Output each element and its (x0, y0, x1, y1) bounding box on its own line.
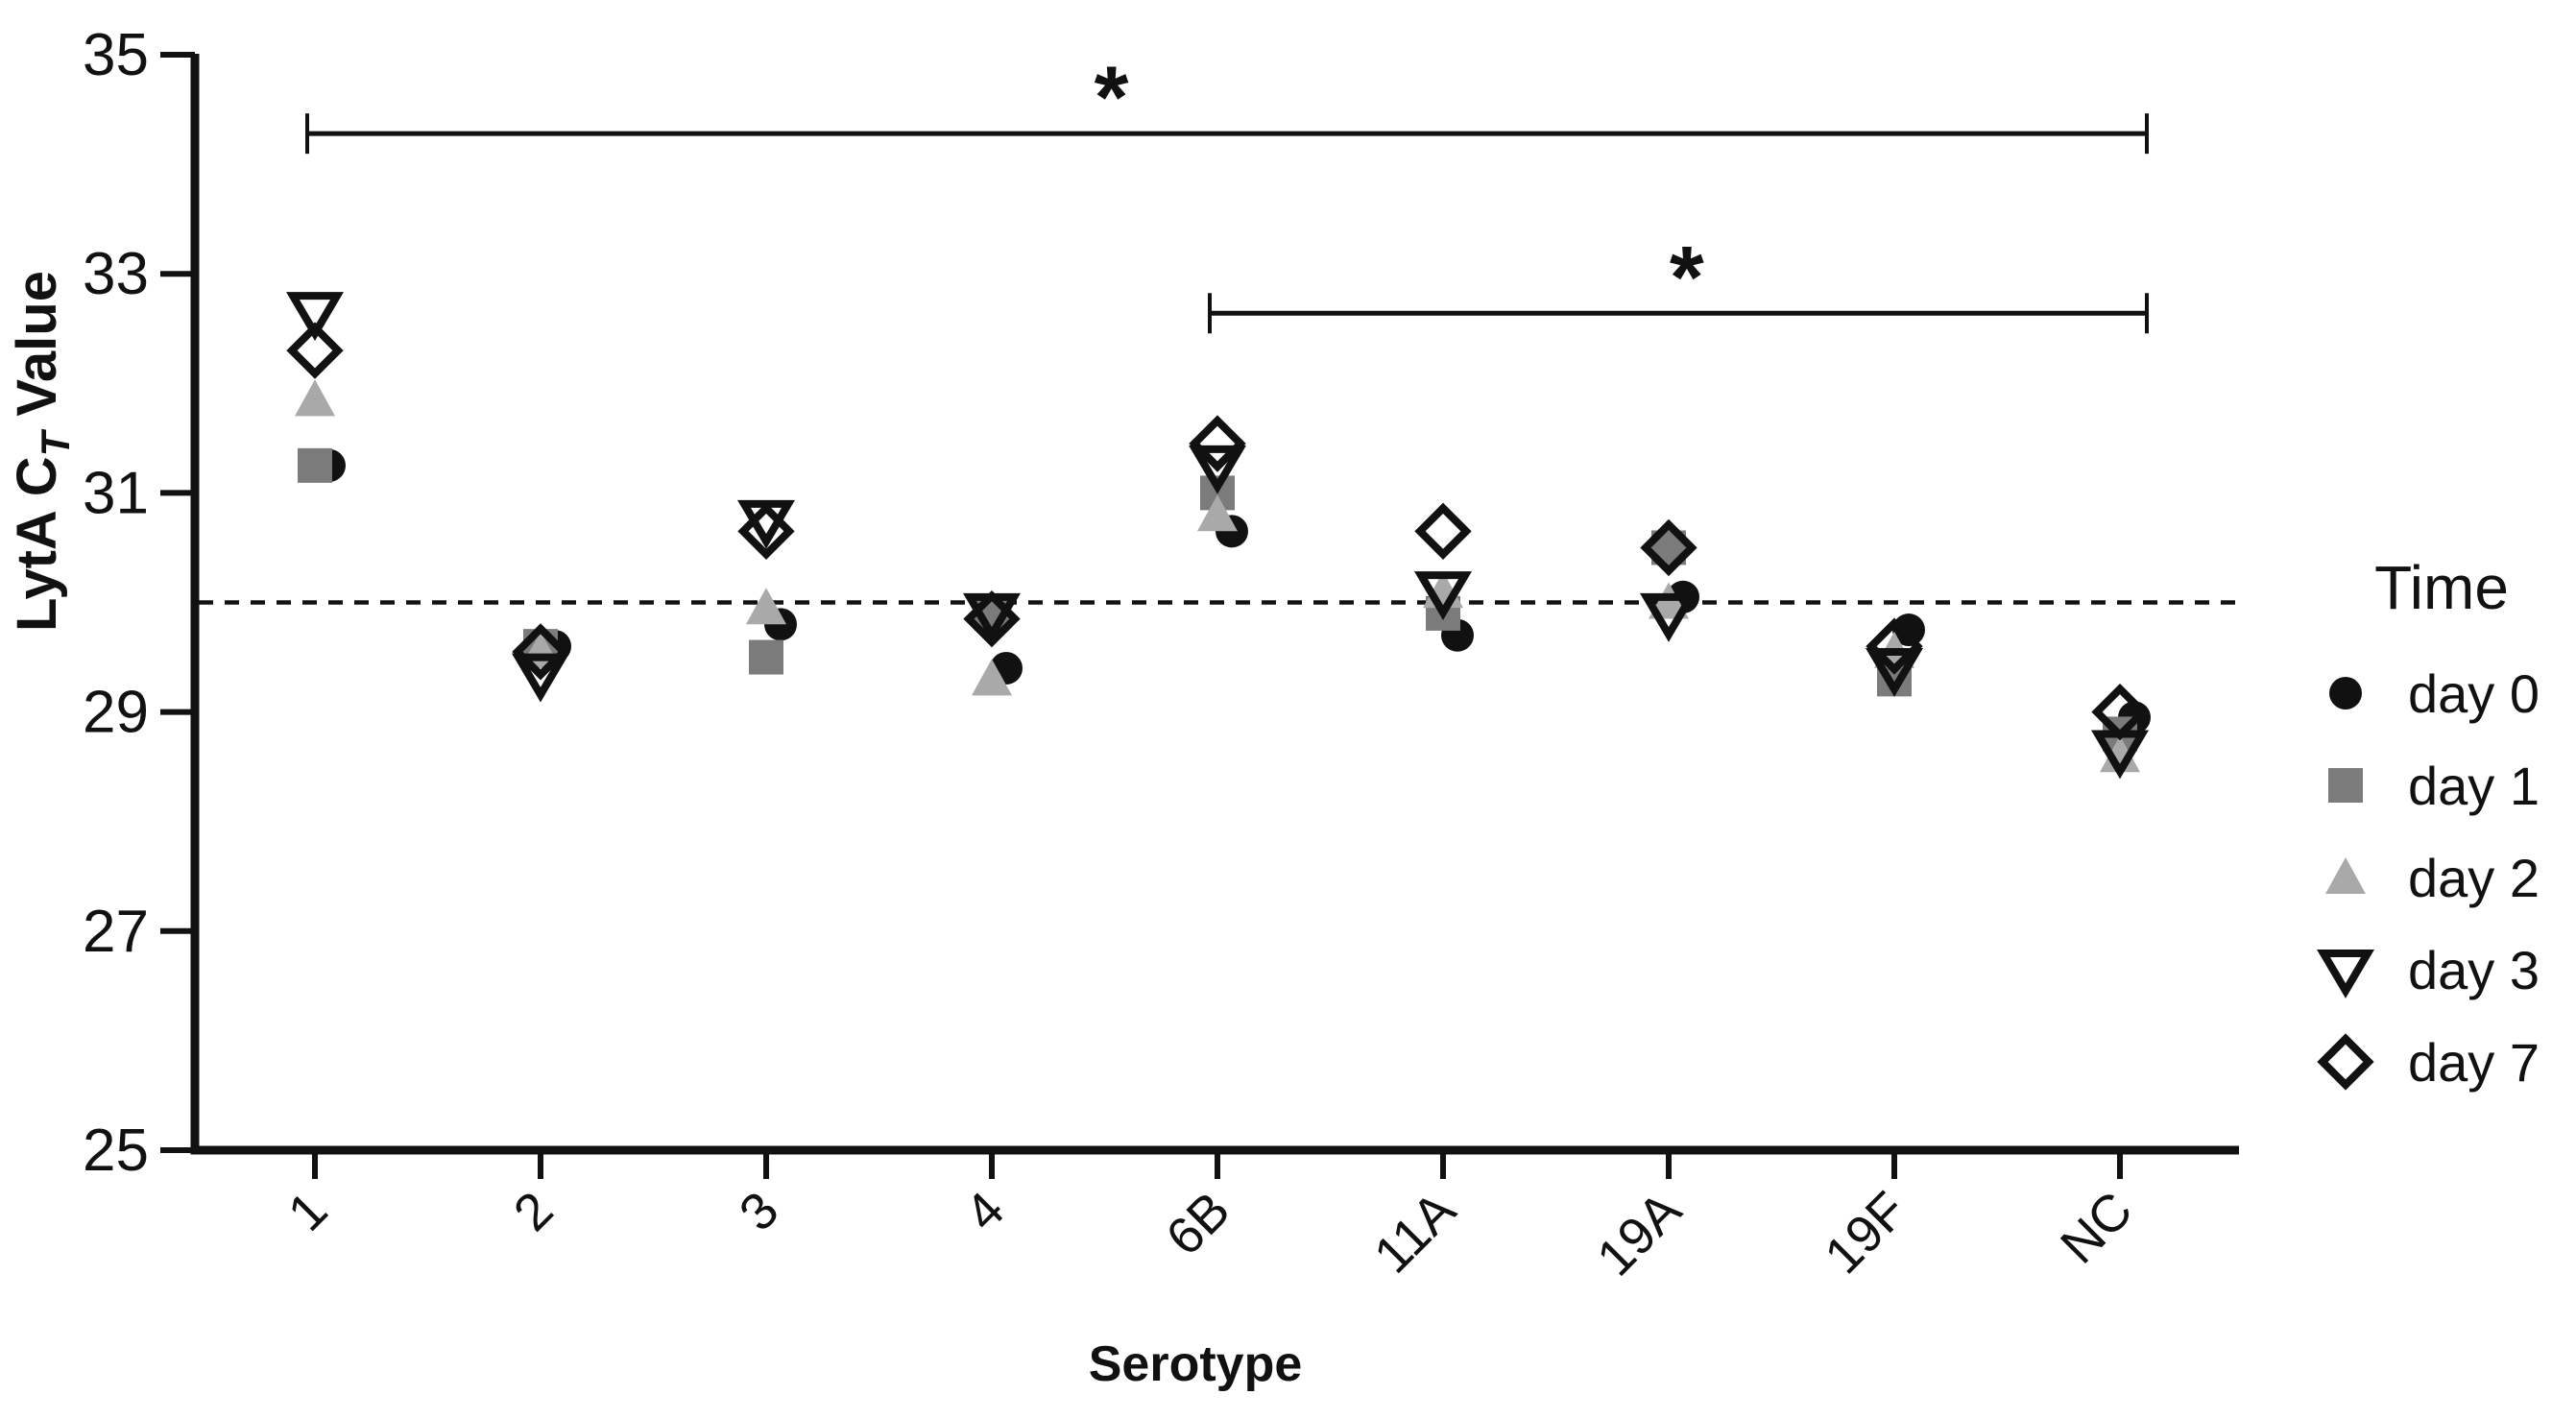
legend-marker-triangle-up-icon (2325, 857, 2366, 894)
x-tick-label: 2 (503, 1181, 565, 1242)
data-point-day3-19F (1865, 647, 1924, 697)
y-tick-label: 27 (83, 899, 149, 965)
data-point-day7-2 (512, 623, 569, 681)
legend-marker-triangle-down-icon (2316, 950, 2375, 998)
sig-asterisk: * (1095, 49, 1129, 147)
x-tick-label: 19A (1586, 1181, 1692, 1287)
data-point-day7-4 (963, 589, 1021, 648)
legend-item: day 3 (2316, 940, 2540, 1000)
y-tick-label: 35 (83, 22, 149, 88)
data-point-day7-11A (1414, 502, 1472, 560)
data-point-day2-4 (972, 659, 1012, 696)
data-point-day2-1 (295, 379, 335, 417)
data-point-day7-NC (2091, 683, 2149, 741)
data-point-day3-2 (511, 653, 570, 703)
legend-marker-diamond-icon (2317, 1033, 2374, 1091)
legend-item: day 1 (2328, 756, 2540, 816)
y-tick-label: 31 (83, 460, 149, 526)
data-point-day1-1 (298, 447, 332, 483)
legend-item: day 2 (2325, 848, 2540, 908)
data-point-day3-6B (1188, 445, 1247, 494)
sig-asterisk: * (1670, 228, 1704, 326)
data-point-day7-6B (1189, 415, 1246, 472)
data-point-day3-19A (1639, 592, 1698, 642)
legend-label: day 0 (2408, 663, 2540, 724)
legend-title: Time (2374, 553, 2509, 622)
legend-label: day 2 (2408, 848, 2540, 908)
data-point-day2-3 (746, 588, 786, 625)
legend-item: day 0 (2329, 663, 2540, 724)
x-tick-label: 19F (1814, 1181, 1917, 1285)
significance-bars: ** (305, 49, 2149, 334)
y-axis-title: LytA CT Value (6, 271, 78, 632)
x-tick-label: 6B (1155, 1181, 1240, 1266)
x-axis-title: Serotype (1089, 1336, 1303, 1392)
y-tick-label: 25 (83, 1118, 149, 1184)
legend-item: day 7 (2317, 1032, 2540, 1093)
data-point-day0-19F (1892, 613, 1925, 647)
data-point-day2-NC (2100, 735, 2140, 773)
x-tick-label: NC (2050, 1181, 2144, 1275)
legend-marker-square-icon (2328, 768, 2363, 803)
x-tick-label: 1 (277, 1181, 339, 1242)
y-tick-label: 29 (83, 680, 149, 746)
legend-label: day 3 (2408, 940, 2540, 1000)
data-point-day7-1 (286, 322, 344, 379)
axes (160, 52, 2239, 1179)
data-points (285, 292, 2151, 780)
data-point-day1-3 (749, 639, 783, 675)
legend-marker-circle-icon (2329, 677, 2362, 710)
x-tick-label: 11A (1363, 1181, 1467, 1285)
legend: day 0 day 1 day 2 day 3 day 7 (2316, 663, 2540, 1093)
data-point-day7-19A (1640, 518, 1697, 577)
data-point-day7-19F (1866, 617, 1923, 675)
data-point-day7-3 (737, 502, 795, 560)
legend-label: day 1 (2408, 756, 2540, 816)
x-tick-label: 4 (954, 1181, 1016, 1242)
x-tick-label: 3 (729, 1181, 790, 1242)
y-axis-tick-labels: 35 33 31 29 27 25 (83, 22, 149, 1184)
data-point-day2-6B (1197, 494, 1238, 532)
y-tick-label: 33 (83, 241, 149, 307)
x-axis-tick-labels: 1 2 3 4 6B 11A 19A 19F NC (277, 1181, 2144, 1287)
data-point-day3-1 (285, 292, 345, 342)
data-point-day3-11A (1413, 571, 1473, 620)
legend-label: day 7 (2408, 1032, 2540, 1093)
